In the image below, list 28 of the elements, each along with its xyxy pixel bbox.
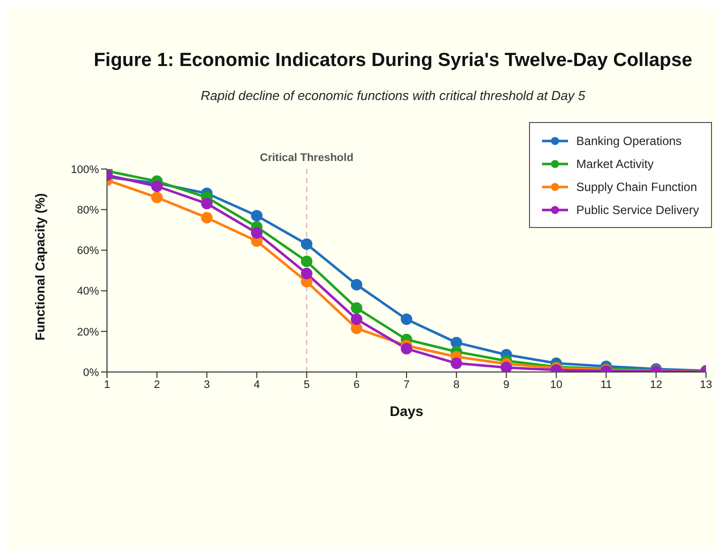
x-tick-label: 6 bbox=[354, 378, 360, 391]
x-tick-label: 1 bbox=[104, 378, 110, 391]
x-tick-label: 2 bbox=[154, 378, 160, 391]
y-tick-label: 100% bbox=[70, 164, 100, 176]
y-tick-label: 60% bbox=[76, 245, 100, 258]
x-tick-label: 10 bbox=[550, 378, 562, 391]
x-tick-label: 3 bbox=[204, 378, 210, 391]
chart-title: Figure 1: Economic Indicators During Syria's Twelve-Day Collapse bbox=[92, 50, 694, 72]
y-tick-label: 0% bbox=[83, 366, 100, 379]
legend-label: Supply Chain Function bbox=[576, 180, 698, 194]
x-tick-label: 13 bbox=[700, 378, 712, 391]
chart-subtitle: Rapid decline of economic functions with critical threshold at Day 5 bbox=[200, 88, 586, 103]
x-tick-label: 5 bbox=[304, 378, 310, 391]
x-tick-label: 7 bbox=[403, 378, 410, 391]
y-tick-label: 20% bbox=[76, 326, 100, 338]
legend-label: Public Service Delivery bbox=[576, 202, 699, 216]
legend-label: Market Activity bbox=[576, 156, 654, 170]
x-tick-label: 11 bbox=[600, 378, 612, 391]
legend-label: Banking Operations bbox=[576, 134, 682, 148]
x-tick-label: 4 bbox=[254, 378, 260, 391]
ref-line-label: Critical Threshold bbox=[260, 152, 354, 164]
x-axis-title: Days bbox=[390, 403, 424, 419]
x-tick-label: 8 bbox=[453, 378, 460, 391]
x-tick-label: 12 bbox=[650, 378, 662, 391]
y-tick-label: 80% bbox=[76, 204, 100, 217]
x-tick-label: 9 bbox=[503, 378, 510, 391]
y-axis-title: Functional Capacity (%) bbox=[32, 193, 48, 340]
y-tick-label: 40% bbox=[76, 286, 100, 298]
